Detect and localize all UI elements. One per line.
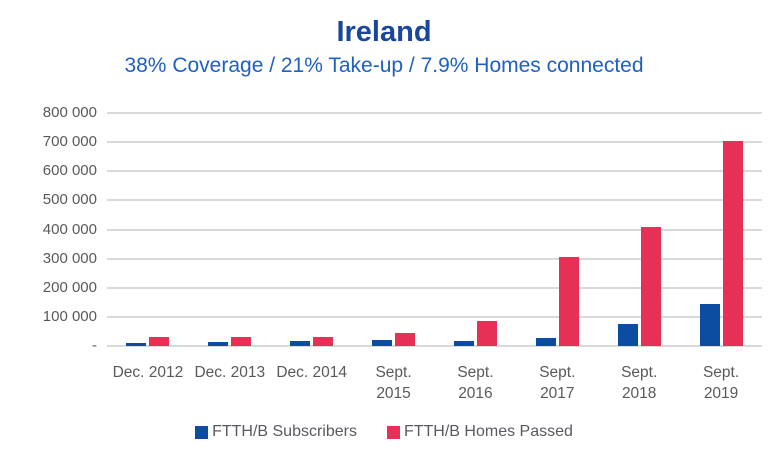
legend-swatch-homes-passed <box>386 425 400 439</box>
gridline-3 <box>107 257 762 260</box>
legend-item-subscribers: FTTH/B Subscribers <box>195 422 357 442</box>
gridline-5 <box>107 199 762 202</box>
gridline-7 <box>107 141 762 144</box>
x-axis-category-label: Dec. 2013 <box>194 364 266 381</box>
gridline-0 <box>107 345 762 347</box>
bar-homes-passed-8 <box>722 141 743 346</box>
x-axis-category-label: Sept. 2016 <box>457 364 494 402</box>
y-axis-tick-label: 600 000 <box>42 162 97 180</box>
bar-homes-passed-5 <box>476 321 497 346</box>
bar-homes-passed-1 <box>149 337 170 346</box>
bar-homes-passed-4 <box>395 333 416 346</box>
legend: FTTH/B Subscribers FTTH/B Homes Passed <box>0 422 768 442</box>
bar-subscribers-4 <box>372 340 393 346</box>
bar-subscribers-1 <box>126 343 147 346</box>
bar-homes-passed-2 <box>231 337 252 346</box>
bar-subscribers-7 <box>617 324 638 346</box>
gridline-1 <box>107 315 762 318</box>
legend-label-subscribers: FTTH/B Subscribers <box>212 423 357 440</box>
gridline-2 <box>107 286 762 289</box>
legend-swatch-subscribers <box>195 425 209 439</box>
x-axis-category-label: Sept. 2017 <box>539 364 576 402</box>
x-axis-category-label: Sept. 2019 <box>702 364 740 402</box>
bar-subscribers-3 <box>290 341 311 346</box>
legend-label-homes-passed: FTTH/B Homes Passed <box>403 423 573 440</box>
gridline-4 <box>107 228 762 231</box>
x-axis-category-label: Dec. 2014 <box>276 364 348 381</box>
legend-item-homes-passed: FTTH/B Homes Passed <box>386 422 573 442</box>
gridline-6 <box>107 170 762 173</box>
bar-homes-passed-7 <box>640 227 661 346</box>
y-axis-tick-label: 700 000 <box>42 133 97 151</box>
chart-subtitle: 38% Coverage / 21% Take-up / 7.9% Homes … <box>124 54 644 77</box>
x-axis-category-label: Sept. 2015 <box>375 364 412 402</box>
bar-subscribers-2 <box>208 342 229 346</box>
y-axis-tick-label: 800 000 <box>42 104 97 121</box>
bar-homes-passed-3 <box>313 337 334 346</box>
bar-subscribers-5 <box>453 341 474 346</box>
y-axis-tick-label: 200 000 <box>42 278 97 296</box>
bar-subscribers-8 <box>699 304 720 346</box>
bar-subscribers-6 <box>535 338 556 346</box>
x-axis-category-label: Sept. 2018 <box>621 364 658 402</box>
y-axis-tick-label: 300 000 <box>42 249 97 267</box>
x-axis-category-label: Dec. 2012 <box>112 364 184 381</box>
bar-homes-passed-6 <box>558 257 579 346</box>
y-axis-tick-label: 500 000 <box>42 191 97 209</box>
chart-title: Ireland <box>336 16 432 48</box>
gridline-8 <box>107 112 762 114</box>
y-axis-tick-label: - <box>92 337 97 354</box>
y-axis-tick-label: 400 000 <box>42 220 97 238</box>
y-axis-tick-label: 100 000 <box>42 307 97 325</box>
